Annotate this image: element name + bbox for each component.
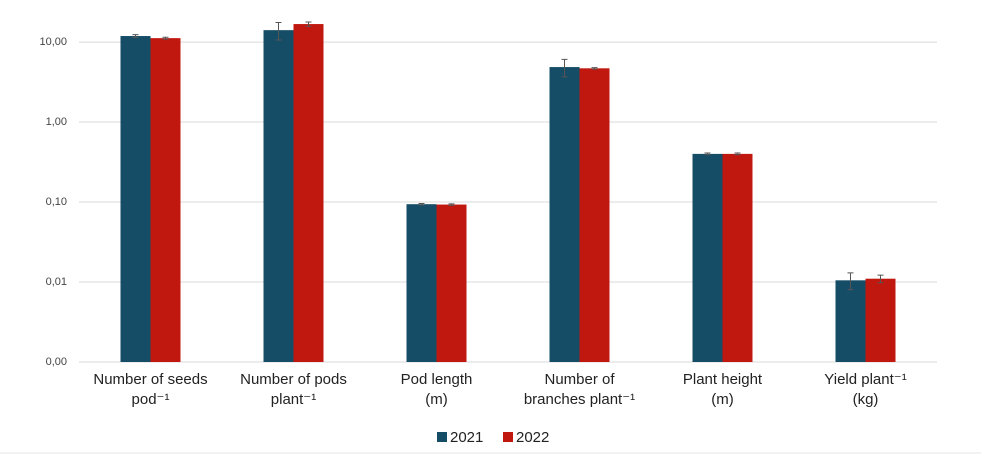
y-tick-label: 0,10 xyxy=(46,196,67,208)
bar xyxy=(120,36,151,362)
x-tick-label: pod⁻¹ xyxy=(132,391,170,408)
x-tick-label: plant⁻¹ xyxy=(271,391,316,408)
bar xyxy=(436,204,467,362)
bar xyxy=(835,280,866,362)
bar xyxy=(406,204,437,362)
error-bar xyxy=(418,202,425,206)
error-bar xyxy=(847,272,854,291)
legend-swatch xyxy=(503,432,513,442)
legend-swatch xyxy=(437,432,447,442)
bar xyxy=(579,68,610,362)
error-bar xyxy=(305,21,312,27)
bar xyxy=(722,153,753,362)
y-tick-label: 10,00 xyxy=(39,36,67,48)
bar xyxy=(150,38,181,362)
legend-label: 2022 xyxy=(516,429,549,446)
x-tick-label: Pod length xyxy=(401,371,473,388)
error-bar xyxy=(877,274,884,284)
bar xyxy=(692,153,723,362)
x-tick-label: Plant height xyxy=(683,371,763,388)
error-bar xyxy=(132,34,139,39)
y-tick-label: 0,01 xyxy=(46,276,67,288)
y-tick-label: 1,00 xyxy=(46,116,67,128)
bar xyxy=(293,24,324,362)
error-bar xyxy=(275,21,282,41)
error-bar xyxy=(704,152,711,156)
x-tick-label: Number of xyxy=(544,371,615,388)
error-bar xyxy=(734,152,741,156)
bar xyxy=(865,278,896,362)
x-tick-label: (m) xyxy=(711,391,734,408)
x-tick-label: Number of seeds xyxy=(93,371,207,388)
x-tick-label: Yield plant⁻¹ xyxy=(824,371,906,388)
error-bar xyxy=(162,36,169,40)
x-tick-label: (m) xyxy=(425,391,448,408)
x-tick-label: branches plant⁻¹ xyxy=(524,391,635,408)
y-tick-label: 0,00 xyxy=(46,356,67,368)
x-tick-label: (kg) xyxy=(853,391,879,408)
x-tick-label: Number of pods xyxy=(240,371,347,388)
bar xyxy=(549,67,580,362)
error-bar xyxy=(591,67,598,70)
error-bar xyxy=(561,58,568,78)
bar xyxy=(263,30,294,362)
error-bar xyxy=(448,203,455,206)
legend-label: 2021 xyxy=(450,429,483,446)
